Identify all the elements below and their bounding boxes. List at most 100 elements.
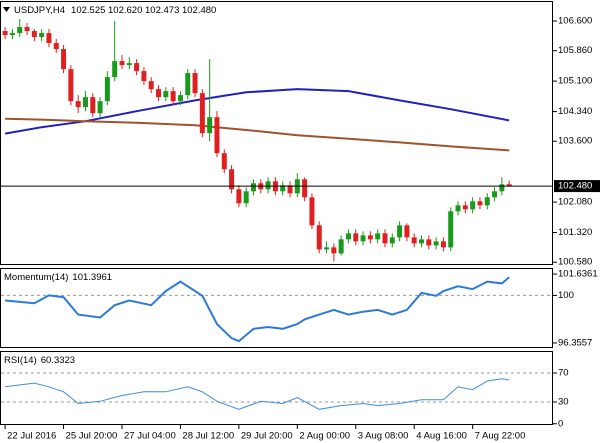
candle-body [316,225,322,250]
candle-body [90,97,96,114]
candle-body [9,33,15,36]
x-tick-label: 29 Jul 20:00 [241,431,293,442]
y-tick-label: 101.6361 [558,269,598,280]
panel-frame [0,1,553,265]
candle-body [112,61,118,78]
last-price-box [554,180,600,193]
candle-body [221,153,227,170]
candle-body [309,197,315,226]
candle-body [97,101,103,114]
candle-body [265,181,271,190]
y-tick-label: 100 [558,290,574,301]
candle-body [170,91,176,102]
x-tick-label: 4 Aug 16:00 [416,431,467,442]
line [5,378,510,410]
candle-body [462,205,468,210]
x-tick-label: 7 Aug 22:00 [475,431,526,442]
candle-body [148,81,154,90]
panel-frame [0,268,553,348]
candle-body [302,179,308,198]
candle-body [353,233,359,242]
candle-body [17,27,23,34]
line [5,276,510,343]
y-tick-label: 96.3557 [558,337,592,348]
candle-body [82,97,88,108]
y-tick-label: 106.600 [558,16,592,27]
candle-body [31,31,37,38]
candle-body [389,237,395,244]
indicator-header: RSI(14) 60.3323 [4,355,75,366]
line [4,88,510,135]
panel-frame [0,351,553,425]
candle-body [75,101,81,108]
indicator-name: RSI(14) [4,355,37,366]
candle-body [119,61,125,66]
indicator-value: 101.3961 [72,272,112,283]
candle-body [39,33,45,38]
candle-body [367,235,373,240]
y-tick-label: 105.860 [558,45,592,56]
candle-body [499,184,505,192]
candle-body [492,191,498,198]
candle-body [419,239,425,244]
indicator-value: 60.3323 [41,355,75,366]
candle-body [229,169,235,190]
x-tick-label: 2 Aug 00:00 [299,431,350,442]
candle-body [207,117,213,134]
y-tick-label: 104.340 [558,106,592,117]
candle-body [470,201,476,210]
last-price-label: 102.480 [558,181,592,192]
header-arrow [3,7,10,12]
x-tick-label: 25 Jul 20:00 [66,431,118,442]
candle-body [24,27,30,32]
candle-body [156,89,162,98]
candle-body [192,73,198,94]
candle-body [177,95,183,102]
y-tick-label: 103.600 [558,136,592,147]
candle-body [287,185,293,194]
x-tick-label: 27 Jul 04:00 [124,431,176,442]
y-tick-label: 0 [558,418,563,429]
candle-body [250,183,256,192]
candle-body [345,233,351,240]
candle-body [199,93,205,134]
y-tick-label: 105.100 [558,76,592,87]
candle-body [477,201,483,206]
x-tick-label: 3 Aug 08:00 [358,431,409,442]
candle-body [236,189,242,204]
candle-body [214,117,220,154]
y-tick-label: 70 [558,367,569,378]
symbol: USDJPY,H4 [14,5,65,16]
candle-body [411,237,417,244]
candle-body [53,43,59,50]
candle-body [2,31,8,36]
candle-body [134,63,140,72]
chart-header: USDJPY,H4 102.525 102.620 102.473 102.480 [14,5,216,16]
candle-body [46,33,52,44]
indicator-name: Momentum(14) [4,272,68,283]
y-tick-label: 30 [558,397,569,408]
line [5,117,510,152]
x-tick-label: 28 Jul 12:00 [182,431,234,442]
candle-body [331,247,337,254]
candle-body [141,71,147,82]
y-tick-label: 100.580 [558,257,592,268]
candle-body [163,91,169,98]
indicator-header: Momentum(14) 101.3961 [4,272,112,283]
y-tick-label: 101.320 [558,227,592,238]
candle-body [397,225,403,238]
candle-body [338,239,344,254]
candle-body [440,241,446,248]
candle-body [484,197,490,206]
candle-body [448,211,454,248]
candle-body [360,235,366,242]
ohlc: 102.525 102.620 102.473 102.480 [71,5,216,16]
candle-body [280,185,286,192]
candle-body [433,241,439,246]
candle-body [382,233,388,244]
candle-body [455,205,461,212]
candle-body [506,184,512,187]
